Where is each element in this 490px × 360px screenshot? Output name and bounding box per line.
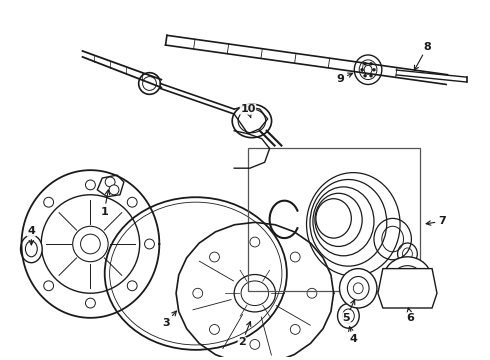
Text: 7: 7 bbox=[426, 216, 446, 226]
Text: 1: 1 bbox=[100, 190, 110, 216]
Ellipse shape bbox=[354, 55, 382, 85]
Text: 6: 6 bbox=[407, 308, 415, 323]
Circle shape bbox=[290, 252, 300, 262]
Text: 9: 9 bbox=[337, 73, 353, 84]
Ellipse shape bbox=[21, 235, 42, 263]
Circle shape bbox=[250, 339, 260, 349]
Text: 4: 4 bbox=[349, 327, 357, 345]
Circle shape bbox=[145, 239, 154, 249]
Text: 10: 10 bbox=[240, 104, 256, 117]
Text: 3: 3 bbox=[162, 311, 176, 328]
Ellipse shape bbox=[383, 257, 432, 304]
Text: 5: 5 bbox=[343, 300, 355, 323]
Ellipse shape bbox=[338, 303, 359, 328]
Circle shape bbox=[210, 324, 220, 334]
Circle shape bbox=[85, 180, 96, 190]
Text: 8: 8 bbox=[415, 42, 431, 70]
Circle shape bbox=[361, 68, 364, 71]
Circle shape bbox=[44, 281, 53, 291]
Circle shape bbox=[127, 197, 137, 207]
Circle shape bbox=[26, 239, 36, 249]
Circle shape bbox=[105, 177, 115, 187]
Circle shape bbox=[307, 288, 317, 298]
Bar bbox=[248, 148, 420, 291]
Ellipse shape bbox=[139, 73, 160, 94]
Circle shape bbox=[290, 324, 300, 334]
Circle shape bbox=[193, 288, 203, 298]
Circle shape bbox=[372, 68, 375, 71]
Ellipse shape bbox=[340, 269, 377, 308]
Circle shape bbox=[250, 237, 260, 247]
Circle shape bbox=[369, 62, 372, 65]
Circle shape bbox=[85, 298, 96, 308]
Circle shape bbox=[44, 197, 53, 207]
Polygon shape bbox=[378, 269, 437, 308]
Polygon shape bbox=[98, 175, 124, 197]
Circle shape bbox=[369, 74, 372, 77]
Circle shape bbox=[364, 74, 367, 77]
Text: 4: 4 bbox=[27, 226, 35, 245]
Circle shape bbox=[127, 281, 137, 291]
Circle shape bbox=[109, 185, 119, 195]
Circle shape bbox=[364, 62, 367, 65]
Circle shape bbox=[210, 252, 220, 262]
Text: 2: 2 bbox=[238, 321, 251, 347]
